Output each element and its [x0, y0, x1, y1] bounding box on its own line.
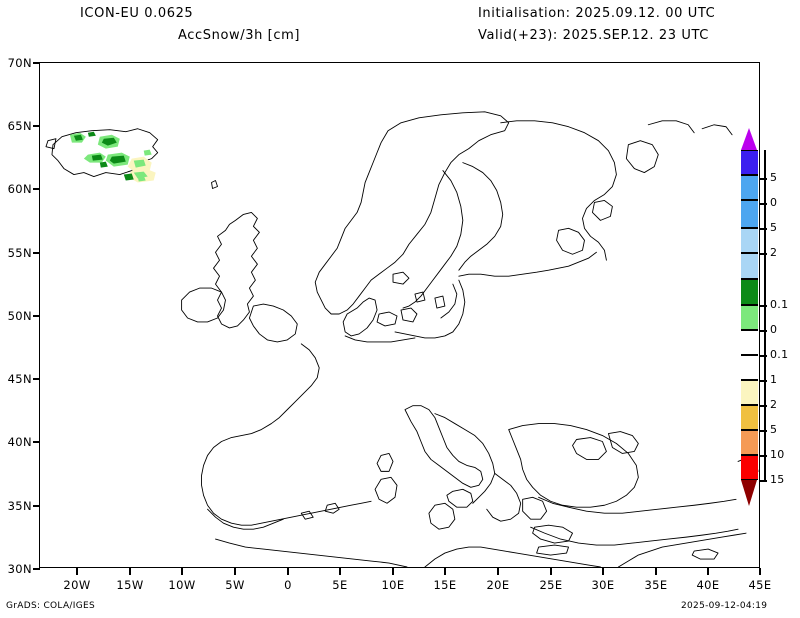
colorbar-segment — [741, 200, 758, 228]
colorbar-segment — [741, 228, 758, 253]
x-axis-label-10e: 10E — [381, 578, 405, 592]
colorbar-tick — [760, 203, 767, 205]
colorbar-label: 10 — [770, 448, 785, 461]
colorbar-tick — [760, 380, 767, 382]
colorbar-segment — [741, 355, 758, 380]
y-axis-label-65n: 65N — [7, 119, 32, 133]
y-tick — [33, 252, 40, 254]
x-tick — [76, 568, 78, 575]
x-axis-label-0: 0 — [284, 578, 292, 592]
x-tick — [707, 568, 709, 575]
colorbar-label: 5 — [770, 171, 778, 184]
map-plot-area — [39, 62, 760, 568]
colorbar-label: 2 — [770, 398, 778, 411]
x-axis-label-30e: 30E — [591, 578, 615, 592]
colorbar-label: 0.1 — [770, 298, 789, 311]
colorbar-tick — [760, 430, 767, 432]
colorbar-segment — [741, 405, 758, 430]
y-axis-label-45n: 45N — [7, 372, 32, 386]
colorbar-segment — [741, 175, 758, 200]
x-axis-label-15e: 15E — [433, 578, 457, 592]
x-tick — [444, 568, 446, 575]
colorbar-segment — [741, 380, 758, 405]
y-axis-label-60n: 60N — [7, 182, 32, 196]
colorbar-label: 15 — [770, 473, 785, 486]
colorbar-tick — [760, 480, 767, 482]
x-axis-label-45e: 45E — [748, 578, 772, 592]
colorbar-segment — [741, 330, 758, 355]
colorbar-segment — [741, 455, 758, 480]
y-tick — [33, 125, 40, 127]
x-tick — [497, 568, 499, 575]
x-axis-label-35e: 35E — [644, 578, 668, 592]
y-axis-label-35n: 35N — [7, 499, 32, 513]
x-axis-label-25e: 25E — [539, 578, 563, 592]
colorbar-tick — [760, 405, 767, 407]
colorbar-label: 0 — [770, 323, 778, 336]
colorbar-cap-bottom — [741, 480, 757, 506]
x-axis-label-10w: 10W — [168, 578, 196, 592]
x-tick — [234, 568, 236, 575]
y-axis-label-55n: 55N — [7, 246, 32, 260]
colorbar-tick — [760, 355, 767, 357]
y-tick — [33, 315, 40, 317]
colorbar-segment — [741, 150, 758, 175]
x-tick — [339, 568, 341, 575]
model-title: ICON-EU 0.0625 — [80, 6, 194, 21]
colorbar-segment — [741, 430, 758, 455]
colorbar-tick — [760, 178, 767, 180]
colorbar-segment — [741, 279, 758, 305]
y-axis-label-50n: 50N — [7, 309, 32, 323]
render-timestamp: 2025-09-12-04:19 — [681, 601, 768, 611]
colorbar-label: 5 — [770, 221, 778, 234]
snow-field-iceland — [69, 131, 156, 183]
x-tick — [181, 568, 183, 575]
colorbar-label: 5 — [770, 423, 778, 436]
x-tick — [287, 568, 289, 575]
x-axis-label-5w: 5W — [225, 578, 245, 592]
coastline-map — [45, 111, 759, 567]
x-tick — [392, 568, 394, 575]
x-axis-label-20w: 20W — [63, 578, 91, 592]
y-axis-label-40n: 40N — [7, 435, 32, 449]
x-axis-label-40e: 40E — [696, 578, 720, 592]
colorbar-label: 0 — [770, 196, 778, 209]
y-axis-label-70n: 70N — [7, 56, 32, 70]
colorbar-axis-line — [764, 150, 766, 480]
colorbar-label: 2 — [770, 246, 778, 259]
x-tick — [550, 568, 552, 575]
y-axis-label-30n: 30N — [7, 562, 32, 576]
colorbar-tick — [760, 455, 767, 457]
x-tick — [602, 568, 604, 575]
valid-time-label: Valid(+23): 2025.SEP.12. 23 UTC — [478, 28, 709, 43]
colorbar-segment — [741, 253, 758, 279]
colorbar-segment — [741, 305, 758, 330]
x-axis-label-20e: 20E — [486, 578, 510, 592]
colorbar-tick — [760, 330, 767, 332]
colorbar-label: 1 — [770, 373, 778, 386]
y-tick — [33, 505, 40, 507]
y-tick — [33, 188, 40, 190]
y-tick — [33, 441, 40, 443]
y-tick — [33, 62, 40, 64]
x-tick — [655, 568, 657, 575]
colorbar-tick — [760, 228, 767, 230]
x-tick — [129, 568, 131, 575]
colorbar-label: 0.1 — [770, 348, 789, 361]
y-tick — [33, 378, 40, 380]
colorbar-tick — [760, 253, 767, 255]
y-tick — [33, 568, 40, 570]
x-tick — [759, 568, 761, 575]
variable-title: AccSnow/3h [cm] — [178, 28, 301, 43]
colorbar-tick — [760, 305, 767, 307]
colorbar — [741, 128, 758, 506]
grads-attribution: GrADS: COLA/IGES — [6, 601, 95, 611]
x-axis-label-15w: 15W — [116, 578, 144, 592]
x-axis-label-5e: 5E — [332, 578, 348, 592]
initialisation-label: Initialisation: 2025.09.12. 00 UTC — [478, 6, 716, 21]
colorbar-cap-top — [741, 128, 757, 150]
